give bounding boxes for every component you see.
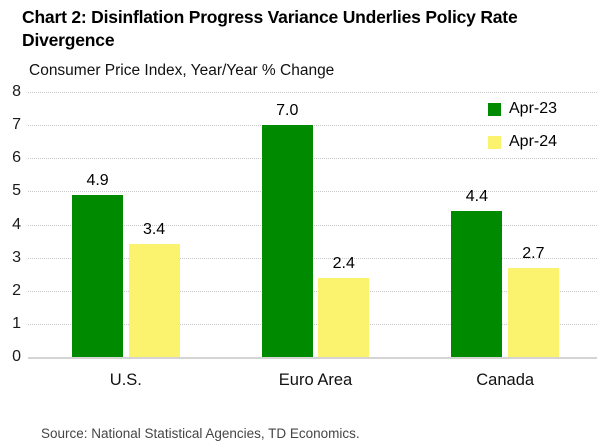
- legend-label: Apr-24: [509, 133, 558, 150]
- legend-label: Apr-23: [509, 100, 558, 117]
- bar-apr-24-us: [128, 244, 180, 357]
- category-label-us: U.S.: [109, 371, 142, 389]
- legend: Apr-23 Apr-24: [488, 96, 557, 162]
- y-tick-label: 5: [12, 182, 21, 200]
- source-note: Source: National Statistical Agencies, T…: [41, 426, 360, 441]
- bar-apr-23-us: [72, 194, 124, 357]
- legend-item-apr-23: Apr-23: [488, 96, 557, 122]
- category-label-canada: Canada: [476, 371, 535, 389]
- category-label-euroarea: Euro Area: [278, 371, 353, 389]
- y-tick-label: 0: [12, 348, 21, 365]
- y-tick-label: 3: [12, 248, 21, 266]
- y-tick-label: 4: [12, 215, 21, 233]
- legend-swatch-icon: [488, 102, 501, 116]
- chart-subtitle: Consumer Price Index, Year/Year % Change: [29, 62, 335, 79]
- value-label: 4.9: [86, 171, 109, 189]
- y-tick-label: 6: [12, 149, 21, 167]
- value-label: 4.4: [465, 188, 489, 206]
- gridline: [28, 92, 597, 93]
- y-tick-label: 2: [12, 281, 21, 299]
- legend-swatch-icon: [488, 135, 501, 149]
- category-axis: U.S. Euro Area Canada: [28, 371, 597, 391]
- bar-apr-23-euroarea: [261, 125, 313, 357]
- value-label: 2.4: [332, 254, 355, 272]
- value-label: 2.7: [522, 244, 545, 262]
- legend-item-apr-24: Apr-24: [488, 129, 557, 155]
- bar-apr-24-euroarea: [318, 277, 370, 357]
- bar-apr-23-canada: [451, 211, 503, 357]
- y-tick-label: 1: [12, 314, 21, 332]
- y-tick-label: 8: [12, 83, 21, 100]
- chart-title: Chart 2: Disinflation Progress Variance …: [22, 7, 518, 50]
- value-label: 7.0: [276, 102, 299, 120]
- bar-apr-24-canada: [507, 267, 559, 357]
- value-label: 3.4: [142, 221, 166, 239]
- x-axis-baseline: [28, 357, 597, 359]
- plot-area: 4.9 3.4 7.0 2.4 4.4 2.7: [28, 92, 597, 359]
- y-tick-label: 7: [12, 116, 21, 134]
